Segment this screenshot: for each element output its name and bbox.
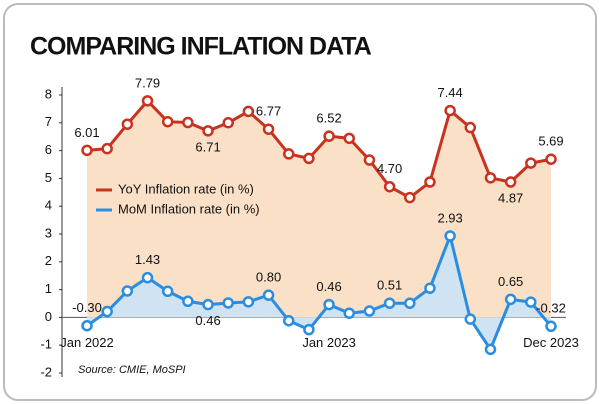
point xyxy=(424,176,436,188)
data-label: 6.71 xyxy=(195,139,220,154)
data-label: 4.87 xyxy=(498,190,523,205)
area-fill xyxy=(87,100,551,318)
point xyxy=(504,176,517,188)
point xyxy=(202,125,214,137)
area-fill xyxy=(87,235,551,350)
point xyxy=(464,121,477,134)
point xyxy=(182,116,194,129)
point xyxy=(161,115,174,128)
data-label: 5.69 xyxy=(538,134,563,149)
point xyxy=(525,296,537,308)
point xyxy=(282,148,295,160)
y-tick-label: 5 xyxy=(45,170,52,185)
data-label: 6.01 xyxy=(74,125,99,140)
point xyxy=(242,105,255,118)
data-label: 6.77 xyxy=(256,104,281,119)
point xyxy=(525,157,537,169)
point xyxy=(282,314,295,327)
source: Source: CMIE, MoSPI xyxy=(78,364,186,376)
y-tick-label: -2 xyxy=(40,364,52,379)
point xyxy=(404,297,416,309)
point xyxy=(182,295,194,308)
y-tick-label: 2 xyxy=(45,253,52,268)
data-label: 7.79 xyxy=(135,75,160,90)
point xyxy=(262,123,275,135)
data-label: 0.51 xyxy=(377,278,402,293)
point xyxy=(141,271,154,284)
point xyxy=(161,285,174,298)
x-tick-label: Jan 2023 xyxy=(302,335,356,350)
y-tick-label: 6 xyxy=(45,142,52,157)
point xyxy=(504,293,517,306)
point xyxy=(484,172,497,184)
x-tick-label: Jan 2022 xyxy=(60,335,114,350)
x-tick-label: Dec 2023 xyxy=(523,335,579,350)
legend-label: YoY Inflation rate (in %) xyxy=(118,181,254,196)
point xyxy=(444,230,456,242)
y-tick-label: 1 xyxy=(45,281,52,296)
point xyxy=(545,320,557,333)
point xyxy=(323,130,335,142)
data-label: 0.80 xyxy=(256,270,281,285)
point xyxy=(81,319,93,332)
y-tick-label: 3 xyxy=(45,225,52,240)
point xyxy=(363,305,376,317)
point xyxy=(121,118,134,130)
point xyxy=(343,307,356,319)
point xyxy=(343,132,356,145)
data-label: 0.65 xyxy=(498,274,523,289)
point xyxy=(303,152,315,165)
point xyxy=(101,142,113,155)
point xyxy=(222,117,234,129)
point xyxy=(484,343,497,356)
point xyxy=(383,180,396,193)
data-label: 0.46 xyxy=(316,279,341,294)
point xyxy=(81,144,93,157)
point xyxy=(464,313,477,325)
point xyxy=(363,154,376,166)
y-tick-label: 4 xyxy=(45,198,52,213)
point xyxy=(141,95,154,107)
point xyxy=(383,297,396,309)
point xyxy=(262,289,275,301)
y-tick-label: 7 xyxy=(45,114,52,129)
point xyxy=(222,297,234,309)
data-label: -0.30 xyxy=(72,300,102,315)
data-label: 1.43 xyxy=(135,252,160,267)
point xyxy=(424,282,436,294)
chart-title: COMPARING INFLATION DATA xyxy=(30,33,372,61)
legend-label: MoM Inflation rate (in %) xyxy=(118,201,260,216)
y-tick-label: 8 xyxy=(45,86,52,101)
y-tick-label: 0 xyxy=(45,309,52,324)
data-label: 0.46 xyxy=(195,313,220,328)
point xyxy=(404,191,416,204)
data-label: 2.93 xyxy=(437,210,462,225)
point xyxy=(323,298,335,311)
data-label: 6.52 xyxy=(316,111,341,126)
point xyxy=(444,104,456,117)
point xyxy=(545,153,557,165)
data-label: 4.70 xyxy=(377,161,402,176)
point xyxy=(242,296,255,308)
data-label: 7.44 xyxy=(437,85,462,100)
point xyxy=(303,323,315,336)
data-label: -0.32 xyxy=(536,301,566,316)
y-tick-label: -1 xyxy=(40,337,52,352)
point xyxy=(101,305,113,318)
point xyxy=(121,285,134,297)
point xyxy=(202,298,214,311)
